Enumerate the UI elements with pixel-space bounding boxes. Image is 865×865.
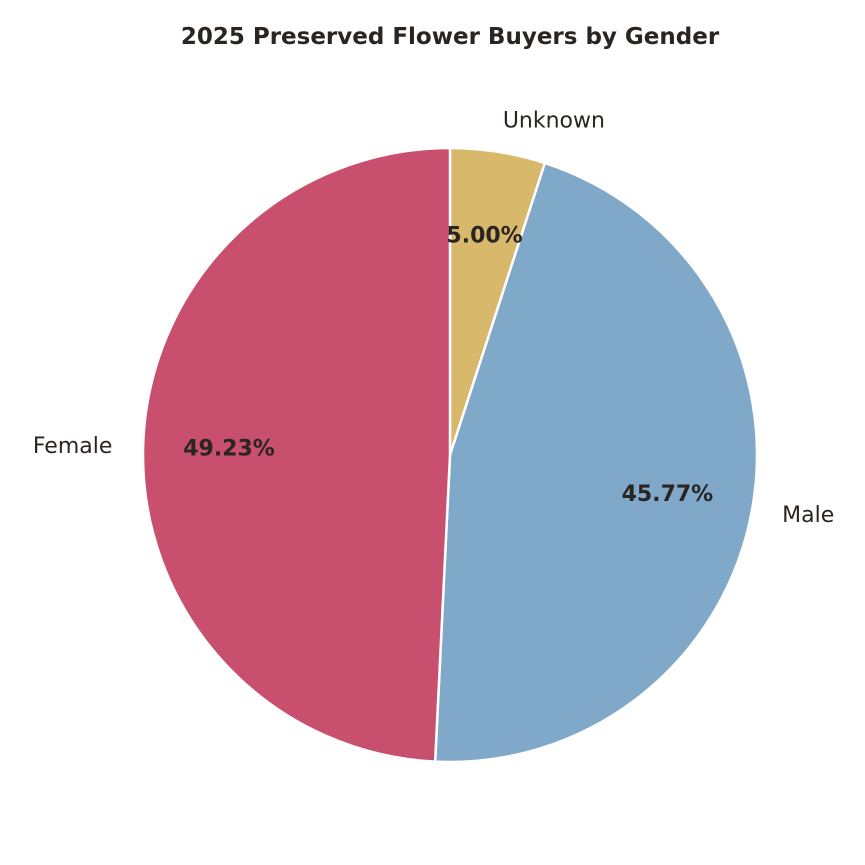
chart-title: 2025 Preserved Flower Buyers by Gender [181, 24, 720, 50]
pct-label-female: 49.23% [183, 437, 275, 462]
slice-label-male: Male [782, 503, 834, 528]
pie-slice-female [141, 146, 452, 763]
slice-label-unknown: Unknown [503, 108, 605, 133]
pie-slice-male [433, 161, 759, 764]
pct-label-male: 45.77% [622, 482, 714, 507]
pie-slices [141, 146, 759, 764]
pct-label-unknown: 5.00% [446, 224, 522, 249]
slice-label-female: Female [33, 434, 113, 459]
pie-labels: Unknown 5.00% Male 45.77% Female 49.23% [33, 108, 834, 527]
